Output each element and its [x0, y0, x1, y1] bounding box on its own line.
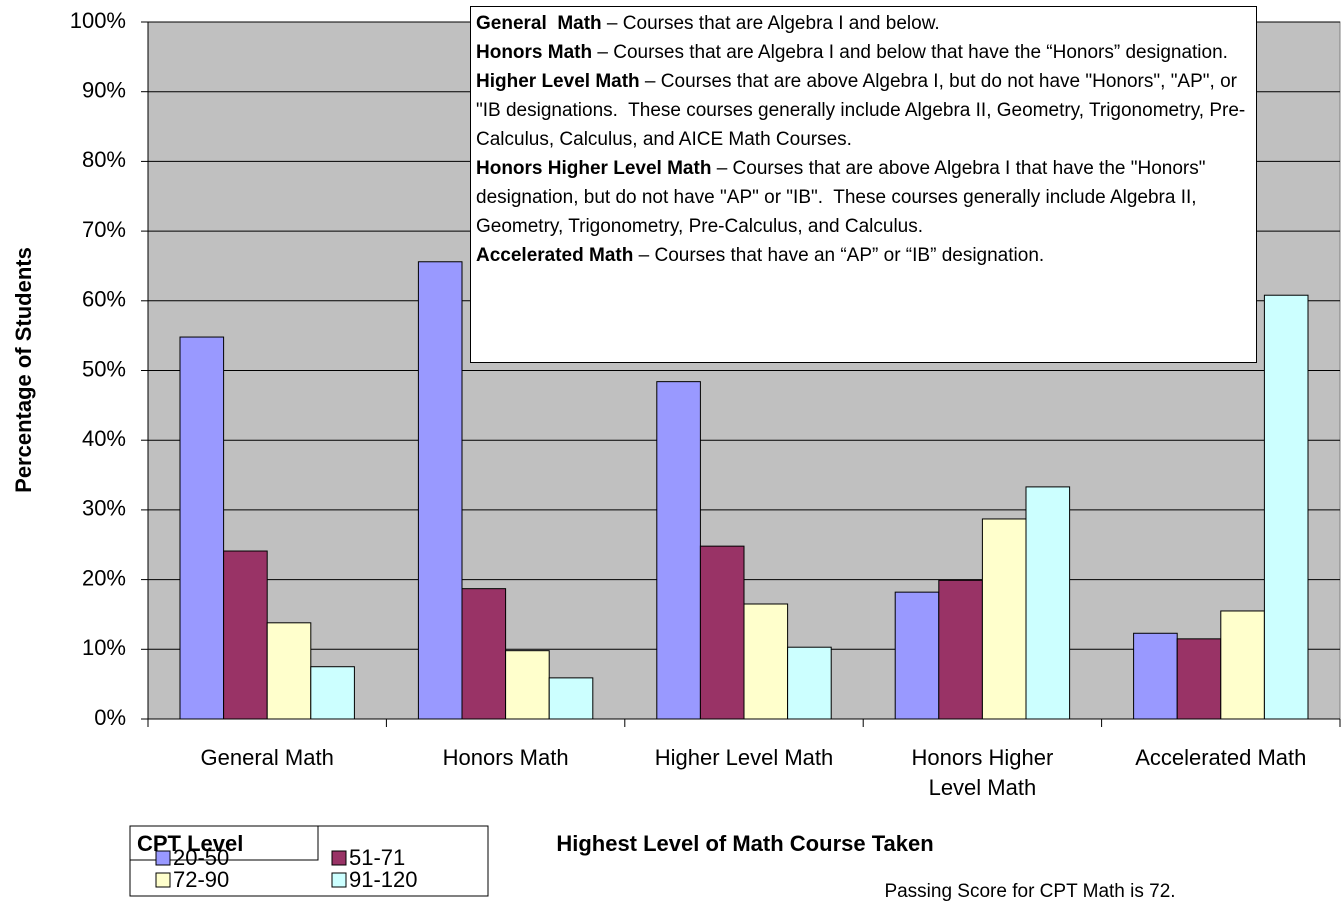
definition: Higher Level Math – Courses that are abo…	[476, 67, 1251, 154]
x-tick-label: Accelerated Math	[1135, 745, 1307, 770]
bar	[743, 603, 789, 720]
definition-term: Higher Level Math	[476, 71, 640, 92]
y-tick-label: 50%	[82, 356, 126, 381]
definition-text: – Courses that are above Algebra I that …	[476, 158, 1211, 237]
definition: Honors Math – Courses that are Algebra I…	[476, 38, 1251, 67]
x-tick-label: Honors Higher Level Math	[911, 745, 1054, 800]
y-tick-label: 70%	[82, 217, 126, 242]
bar	[310, 666, 355, 720]
bar	[938, 579, 983, 720]
bar	[179, 336, 225, 720]
bar	[787, 646, 832, 720]
legend-swatch	[331, 872, 347, 888]
legend-label: 72-90	[173, 867, 229, 892]
legend-swatch	[155, 872, 171, 888]
x-tick-label: Honors Math	[442, 745, 569, 770]
legend-title: CPT Level	[137, 831, 243, 856]
bar	[1263, 294, 1309, 720]
legend-label: 20-50	[173, 845, 229, 870]
definition-term: General Math	[476, 13, 602, 34]
definition-text: – Courses that are above Algebra I, but …	[476, 71, 1246, 150]
legend-label: 51-71	[349, 845, 405, 870]
y-tick-label: 90%	[82, 78, 126, 103]
x-tick-label: Higher Level Math	[654, 745, 834, 770]
definition: General Math – Courses that are Algebra …	[476, 9, 1251, 38]
note: Passing Score for CPT Math is 72.	[884, 881, 1175, 902]
y-tick-label: 80%	[82, 147, 126, 172]
legend-label: 91-120	[349, 867, 418, 892]
bar	[656, 381, 701, 720]
bar	[894, 591, 940, 720]
bar	[1176, 638, 1222, 720]
y-tick-label: 60%	[82, 287, 126, 312]
definitions-box: General Math – Courses that are Algebra …	[470, 6, 1257, 363]
x-axis-title: Highest Level of Math Course Taken	[556, 831, 933, 856]
y-tick-label: 30%	[82, 496, 126, 521]
y-tick-label: 0%	[94, 705, 126, 730]
definition-text: – Courses that are Algebra I and below t…	[592, 42, 1228, 63]
y-axis-title: Percentage of Students	[11, 247, 36, 493]
bar	[223, 550, 268, 720]
legend-swatch	[331, 850, 347, 866]
legend-swatch	[155, 850, 171, 866]
bar	[505, 650, 550, 720]
y-tick-label: 10%	[82, 635, 126, 660]
definition-term: Honors Math	[476, 42, 593, 63]
bar	[266, 622, 312, 720]
bar	[461, 588, 507, 720]
bar	[417, 261, 463, 720]
definition-term: Honors Higher Level Math	[476, 158, 712, 179]
legend-title-box	[129, 825, 319, 861]
bar	[981, 518, 1027, 720]
definition-text: – Courses that have an “AP” or “IB” desi…	[633, 245, 1045, 266]
bar	[548, 677, 594, 720]
y-tick-label: 100%	[70, 8, 126, 33]
bar	[1220, 610, 1265, 720]
y-tick-label: 20%	[82, 565, 126, 590]
bar	[699, 545, 745, 720]
definition: Honors Higher Level Math – Courses that …	[476, 154, 1251, 241]
definition: Accelerated Math – Courses that have an …	[476, 241, 1251, 270]
definition-term: Accelerated Math	[476, 245, 634, 266]
definition-text: – Courses that are Algebra I and below.	[601, 13, 940, 34]
bar	[1025, 486, 1071, 720]
bar	[1133, 632, 1178, 720]
x-tick-label: General Math	[200, 745, 334, 770]
y-tick-label: 40%	[82, 426, 126, 451]
